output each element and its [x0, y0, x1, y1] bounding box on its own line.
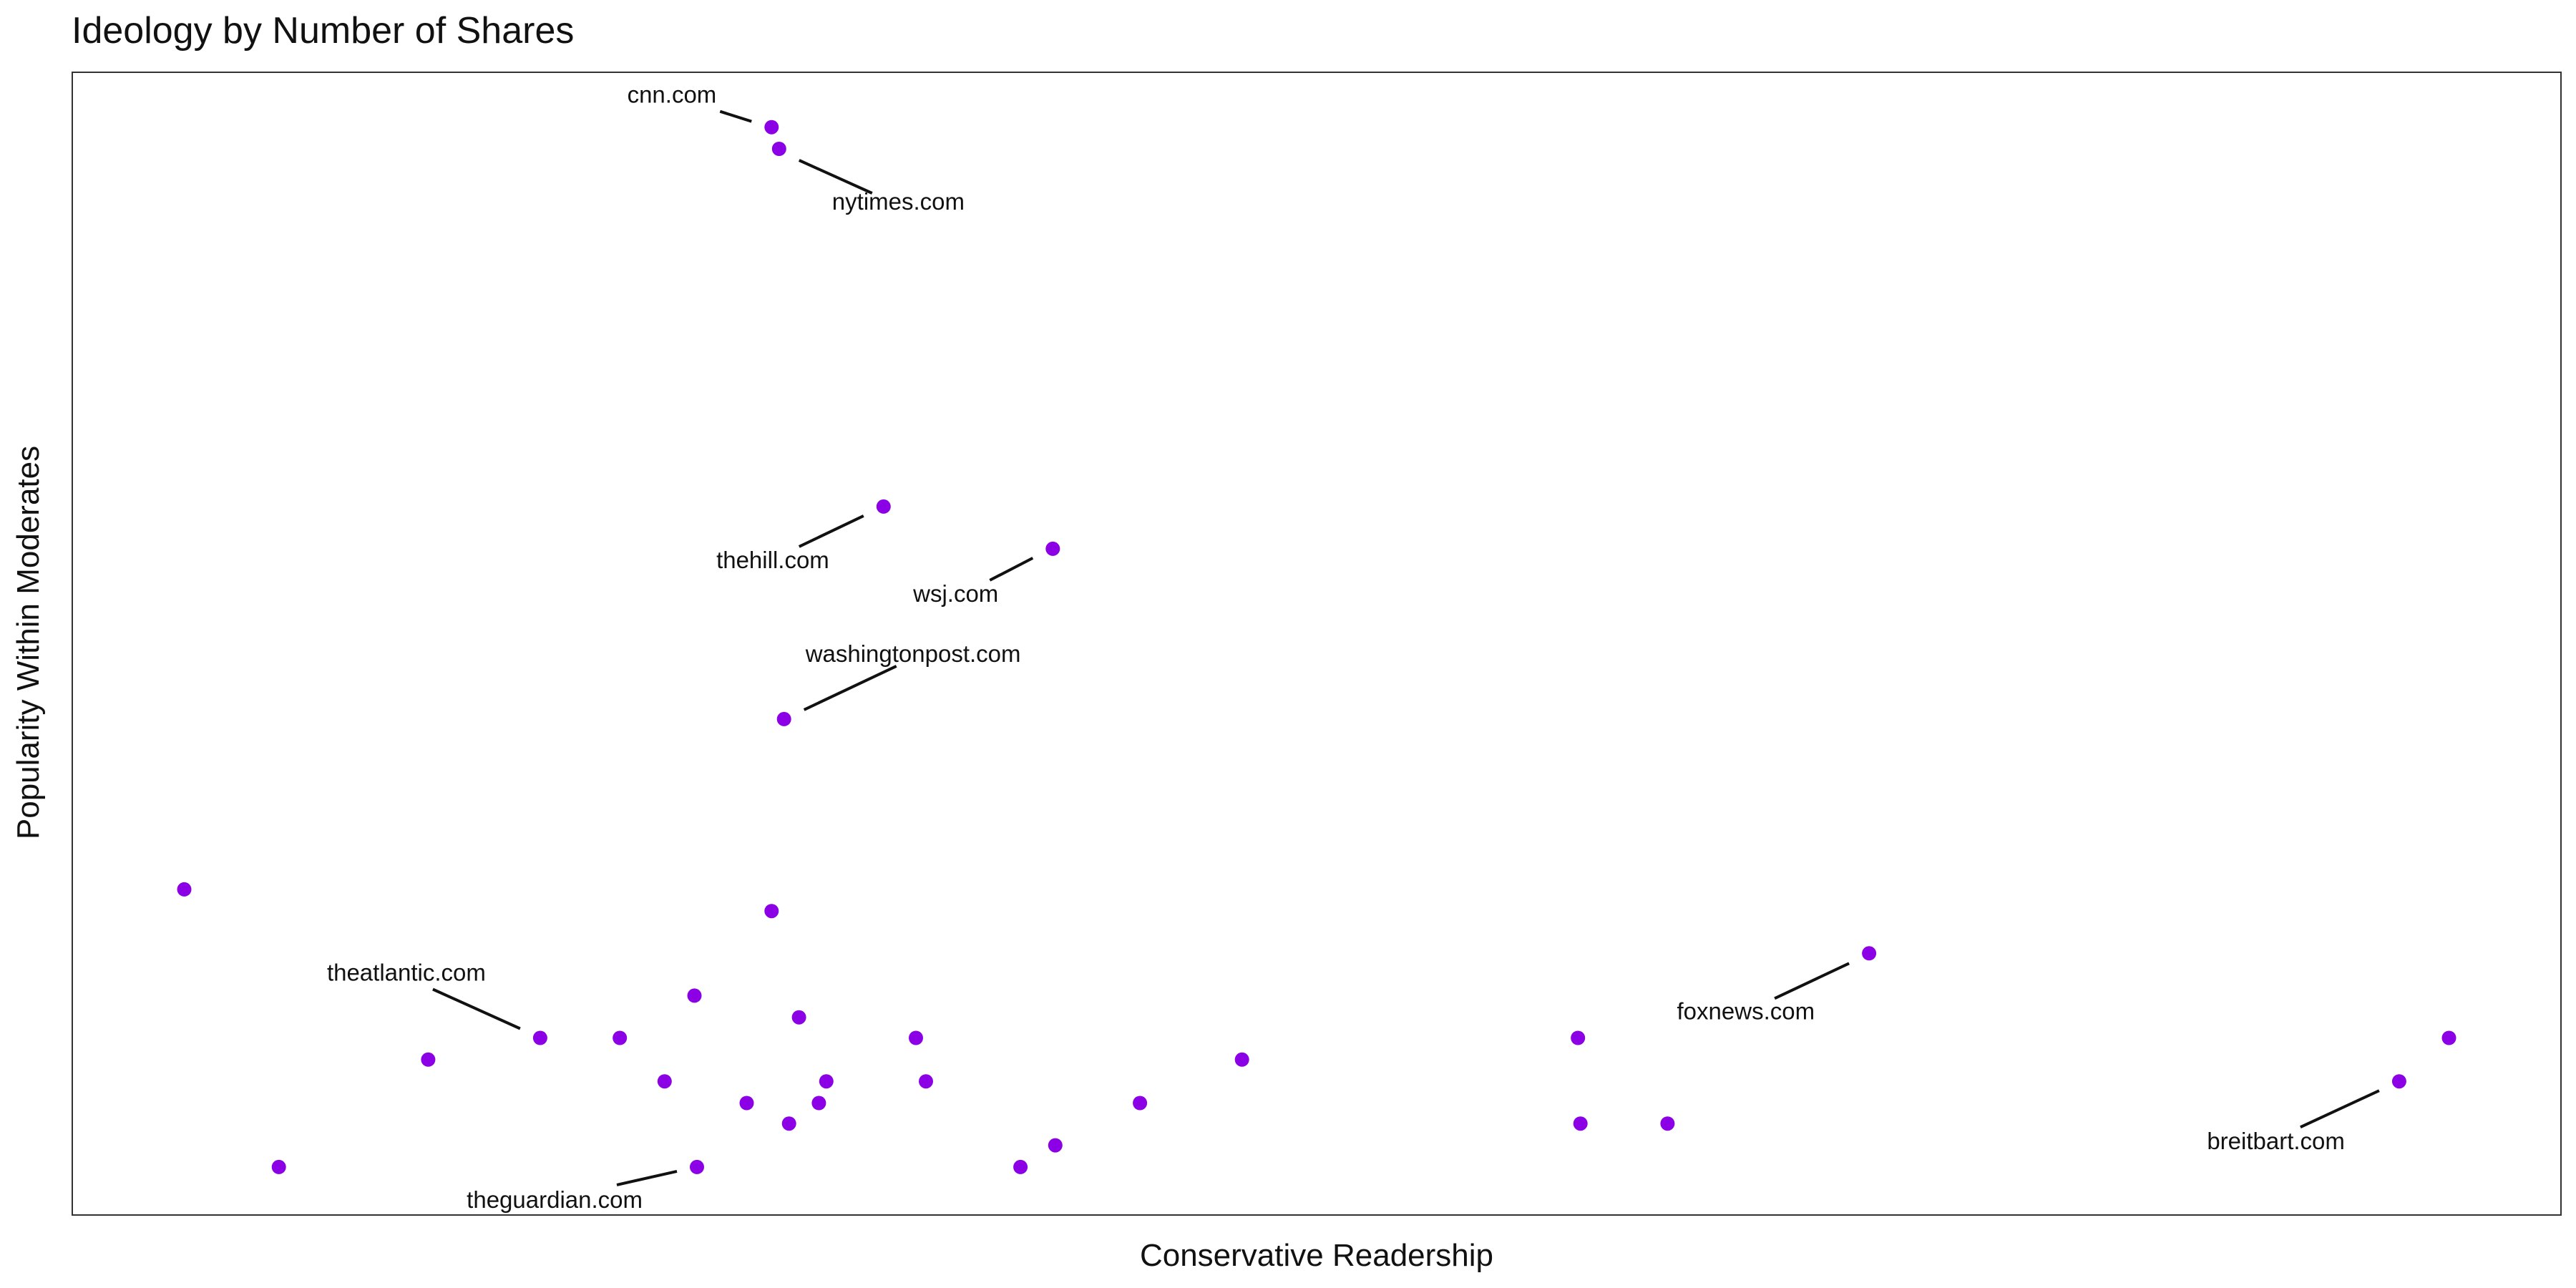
label-leader-line [803, 665, 897, 711]
label-leader-line [2300, 1089, 2380, 1129]
data-point [764, 904, 779, 919]
x-axis-label: Conservative Readership [1140, 1238, 1493, 1273]
data-point [532, 1030, 547, 1045]
data-point [1571, 1030, 1586, 1045]
data-point [1660, 1116, 1675, 1131]
data-point [1862, 946, 1877, 961]
label-leader-line [616, 1169, 678, 1186]
chart-title: Ideology by Number of Shares [72, 10, 574, 52]
label-leader-line [719, 109, 752, 123]
point-label: washingtonpost.com [805, 640, 1021, 667]
data-point [819, 1074, 834, 1089]
data-point [657, 1074, 672, 1089]
data-point [1573, 1116, 1588, 1131]
data-point [2391, 1074, 2406, 1089]
point-label: thehill.com [716, 547, 829, 573]
data-point [781, 1116, 796, 1131]
data-point [1234, 1052, 1249, 1067]
point-label: theatlantic.com [327, 960, 486, 986]
point-label: wsj.com [912, 580, 998, 607]
y-axis-label: Popularity Within Moderates [11, 446, 46, 839]
label-leader-line [432, 987, 521, 1030]
label-leader-line [989, 557, 1034, 582]
data-point [771, 142, 786, 156]
data-point [739, 1096, 754, 1111]
point-labels: cnn.com nytimes.com thehill.com wsj.com wash… [327, 82, 2345, 1213]
data-point [687, 988, 702, 1003]
data-point [1048, 1138, 1063, 1153]
label-leader-lines [432, 109, 2380, 1186]
data-point [811, 1096, 826, 1111]
data-point [1013, 1159, 1028, 1174]
data-point [876, 499, 891, 514]
label-leader-line [1774, 962, 1850, 1000]
point-label: breitbart.com [2207, 1128, 2345, 1154]
data-point [791, 1010, 806, 1025]
point-label: theguardian.com [467, 1186, 643, 1213]
data-point [271, 1159, 286, 1174]
data-point [1045, 541, 1060, 556]
data-points [177, 119, 2457, 1174]
data-point [764, 119, 779, 135]
data-point [2441, 1030, 2457, 1045]
label-leader-line [798, 159, 873, 195]
plot-panel-border [72, 72, 2562, 1216]
data-point [1133, 1096, 1148, 1111]
point-label: nytimes.com [832, 188, 965, 215]
data-point [909, 1030, 923, 1045]
data-point [690, 1159, 704, 1174]
point-label: cnn.com [628, 82, 717, 108]
data-point [776, 711, 791, 726]
point-label: foxnews.com [1677, 997, 1815, 1024]
data-point [177, 882, 192, 897]
data-point [421, 1052, 436, 1067]
label-leader-line [798, 514, 864, 548]
data-point [613, 1030, 628, 1045]
data-point [919, 1074, 933, 1089]
